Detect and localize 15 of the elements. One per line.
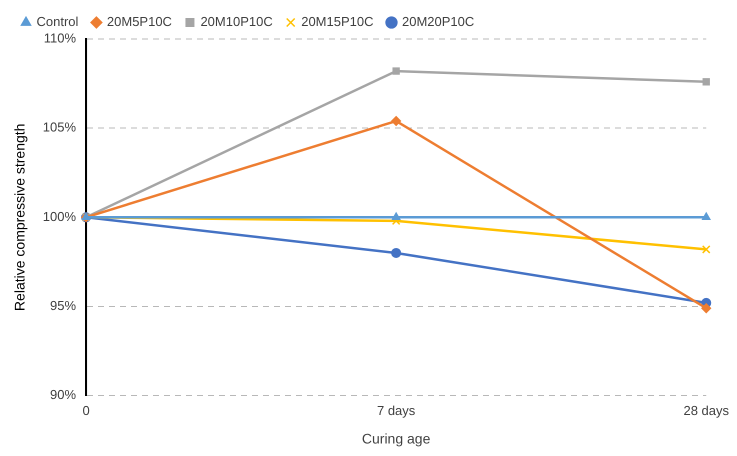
legend-label: 20M10P10C: [200, 14, 273, 30]
y-tick-label: 100%: [42, 208, 76, 224]
y-tick-label: 110%: [44, 30, 76, 46]
y-tick-label: 105%: [42, 120, 76, 135]
legend-label: 20M20P10C: [402, 14, 474, 30]
legend-label: 20M5P10C: [106, 14, 172, 30]
x-axis-title: Curing age: [362, 430, 431, 446]
x-tick-label: 0: [82, 402, 90, 418]
y-tick-label: 90%: [50, 387, 76, 402]
y-tick-label: 95%: [50, 298, 76, 314]
x-tick-label: 7 days: [376, 402, 416, 418]
legend-label: 20M15P10C: [301, 14, 374, 30]
y-axis-title: Relative compressive strength: [11, 124, 28, 312]
x-tick-label: 28 days: [683, 402, 730, 418]
legend-label: Control: [36, 14, 79, 30]
